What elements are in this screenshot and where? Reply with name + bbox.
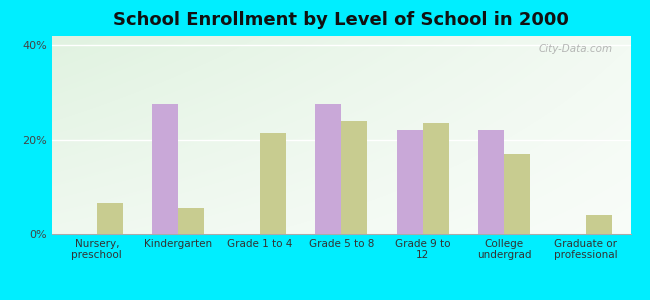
Bar (478, 130, 504, 234)
Bar (396, 130, 422, 234)
Bar (341, 121, 367, 234)
Bar (97, 203, 123, 234)
Bar (152, 104, 178, 234)
Text: City-Data.com: City-Data.com (539, 44, 613, 54)
Bar (504, 154, 530, 234)
Bar (586, 215, 612, 234)
Legend: Loring AFB, ME, Maine: Loring AFB, ME, Maine (216, 299, 466, 300)
Bar (260, 133, 286, 234)
Bar (422, 123, 448, 234)
Bar (315, 104, 341, 234)
Title: School Enrollment by Level of School in 2000: School Enrollment by Level of School in … (113, 11, 569, 29)
Bar (178, 208, 204, 234)
